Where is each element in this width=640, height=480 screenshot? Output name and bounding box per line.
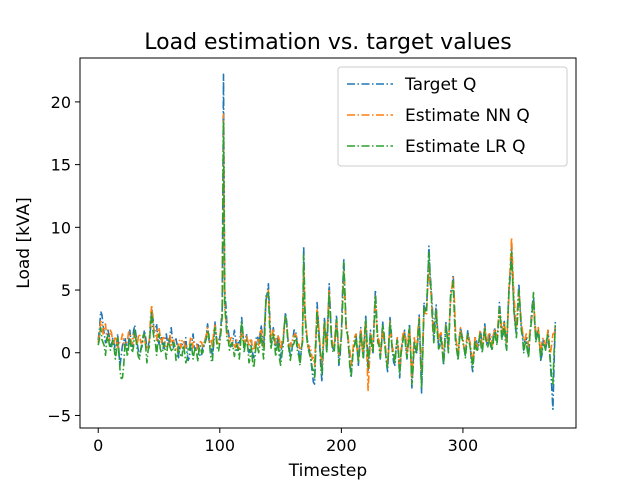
series-layer (97, 73, 557, 410)
x-tick-label: 300 (448, 436, 479, 455)
y-axis-title: Load [kVA] (14, 197, 34, 288)
y-tick-label: 0 (61, 344, 71, 363)
y-tick-label: 15 (51, 156, 71, 175)
x-tick-label: 200 (326, 436, 357, 455)
y-axis: −5 0 5 10 15 20 (47, 93, 80, 425)
chart-title: Load estimation vs. target values (144, 30, 511, 55)
legend-box (337, 66, 568, 167)
x-tick-label: 0 (93, 436, 103, 455)
legend-label: Estimate NN Q (405, 106, 530, 126)
series-line-3 (97, 119, 557, 389)
legend-entries: Target Q Estimate NN Q Estimate LR Q (347, 75, 530, 157)
legend: Target Q Estimate NN Q Estimate LR Q (337, 66, 568, 167)
legend-label: Estimate LR Q (405, 137, 526, 157)
plot-frame (79, 57, 577, 429)
y-tick-label: 10 (51, 218, 71, 237)
plot-area (79, 57, 577, 429)
legend-label: Target Q (404, 75, 476, 95)
x-tick-label: 100 (205, 436, 236, 455)
y-tick-label: −5 (47, 406, 71, 425)
y-tick-label: 5 (61, 281, 71, 300)
y-tick-label: 20 (51, 93, 71, 112)
x-axis-title: Timestep (288, 461, 367, 480)
x-axis: 0 100 200 300 (93, 428, 478, 455)
